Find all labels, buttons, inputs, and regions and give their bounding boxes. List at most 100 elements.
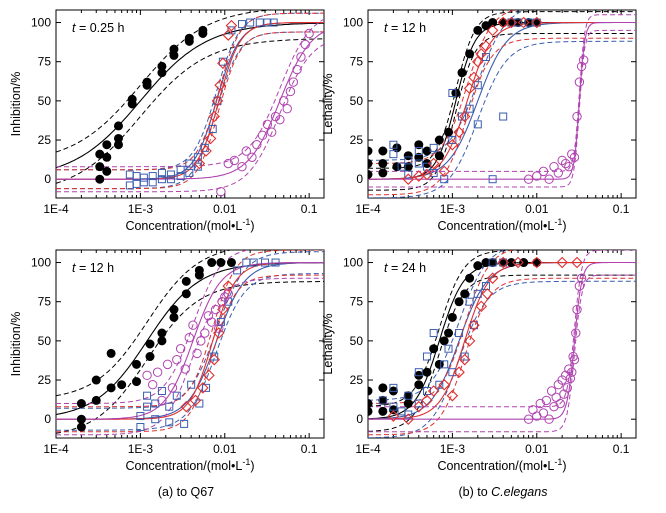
- confidence-band-lower: [368, 33, 636, 191]
- data-point: [143, 402, 152, 411]
- y-tick-label: 25: [350, 373, 364, 387]
- data-point: [473, 261, 483, 271]
- time-label: t = 0.25 h: [72, 21, 125, 35]
- data-point: [403, 391, 413, 401]
- data-point: [247, 152, 257, 162]
- data-point: [249, 258, 258, 267]
- data-point: [206, 317, 217, 327]
- data-point: [460, 352, 469, 361]
- data-point: [455, 329, 464, 338]
- caption-a: (a) to Q67: [158, 485, 214, 499]
- data-point: [200, 328, 210, 338]
- data-point: [216, 187, 226, 197]
- data-point: [444, 344, 453, 353]
- data-point: [427, 157, 440, 170]
- data-point: [429, 329, 438, 338]
- data-point: [538, 166, 549, 177]
- y-tick-label: 0: [44, 412, 51, 426]
- data-point: [429, 143, 438, 152]
- data-point: [102, 140, 112, 150]
- x-tick-label: 0.01: [213, 442, 237, 456]
- data-point: [125, 170, 134, 179]
- data-point: [157, 336, 167, 346]
- data-point: [572, 111, 582, 122]
- x-tick-label: 0.01: [525, 442, 549, 456]
- x-tick-label: 1E-3: [128, 202, 154, 216]
- data-point: [403, 399, 413, 409]
- data-point: [208, 125, 217, 134]
- data-point: [473, 25, 483, 35]
- data-point: [211, 95, 224, 107]
- y-tick-label: 0: [356, 172, 363, 186]
- data-point: [145, 352, 155, 362]
- time-label: t = 24 h: [384, 261, 426, 275]
- y-axis-label: Inhibition/%: [9, 312, 23, 377]
- panel-a-top: 0 25 50 75 100 1E-4 1E-3 0.01 0.1 Concentration/(…: [9, 9, 325, 233]
- data-point: [91, 375, 101, 385]
- y-tick-label: 100: [31, 256, 51, 270]
- data-point: [564, 161, 574, 172]
- y-tick-label: 25: [350, 133, 364, 147]
- data-point: [167, 383, 178, 393]
- data-point: [165, 402, 174, 411]
- panel-b-top: 0 25 50 75 100 1E-4 1E-3 0.01 0.1 Concentration/(…: [321, 9, 637, 233]
- data-point: [216, 258, 226, 268]
- data-point: [535, 398, 545, 409]
- data-point: [368, 386, 373, 396]
- confidence-band-lower: [368, 274, 636, 433]
- data-point: [136, 423, 145, 432]
- data-point: [576, 61, 587, 72]
- data-point: [480, 40, 492, 52]
- data-point: [453, 126, 465, 138]
- data-point: [213, 96, 222, 105]
- data-point: [404, 170, 413, 179]
- x-axis-label: Concentration/(mol•L-1): [437, 217, 566, 233]
- data-point: [189, 394, 202, 407]
- data-point: [148, 380, 158, 390]
- data-point: [530, 16, 543, 29]
- y-tick-label: 0: [44, 172, 51, 186]
- data-point: [151, 415, 160, 424]
- data-point: [404, 391, 413, 400]
- data-point: [569, 152, 580, 162]
- data-point: [481, 288, 494, 300]
- data-point: [499, 112, 508, 121]
- y-axis-label: Lethality/%: [321, 73, 335, 134]
- data-point: [506, 258, 516, 268]
- data-point: [556, 256, 568, 269]
- data-point: [532, 18, 541, 27]
- data-point: [505, 16, 518, 29]
- data-point: [127, 99, 137, 109]
- data-point: [125, 181, 134, 190]
- data-point: [102, 152, 112, 162]
- data-point: [538, 408, 549, 418]
- data-point: [217, 57, 229, 70]
- data-point: [434, 359, 444, 369]
- data-point: [438, 165, 450, 178]
- data-point: [392, 162, 402, 172]
- data-point: [422, 387, 431, 395]
- data-point: [457, 68, 467, 78]
- confidence-band-lower: [368, 274, 636, 432]
- data-point: [288, 77, 299, 87]
- data-point: [555, 398, 565, 409]
- fit-curve: [56, 22, 324, 169]
- data-point: [202, 383, 211, 392]
- data-point: [497, 256, 509, 269]
- data-point: [473, 81, 482, 90]
- data-point: [102, 166, 112, 176]
- data-point: [532, 171, 542, 181]
- data-point: [544, 414, 554, 424]
- data-point: [454, 297, 464, 307]
- data-point: [488, 18, 498, 28]
- confidence-band-upper: [56, 250, 233, 397]
- x-tick-label: 0.01: [525, 202, 549, 216]
- data-point: [255, 18, 264, 27]
- data-point: [204, 132, 217, 145]
- y-axis-label: Inhibition/%: [9, 72, 23, 137]
- data-point: [208, 110, 220, 123]
- data-point: [148, 172, 157, 181]
- data-point: [422, 367, 432, 377]
- plot-area: [56, 250, 324, 436]
